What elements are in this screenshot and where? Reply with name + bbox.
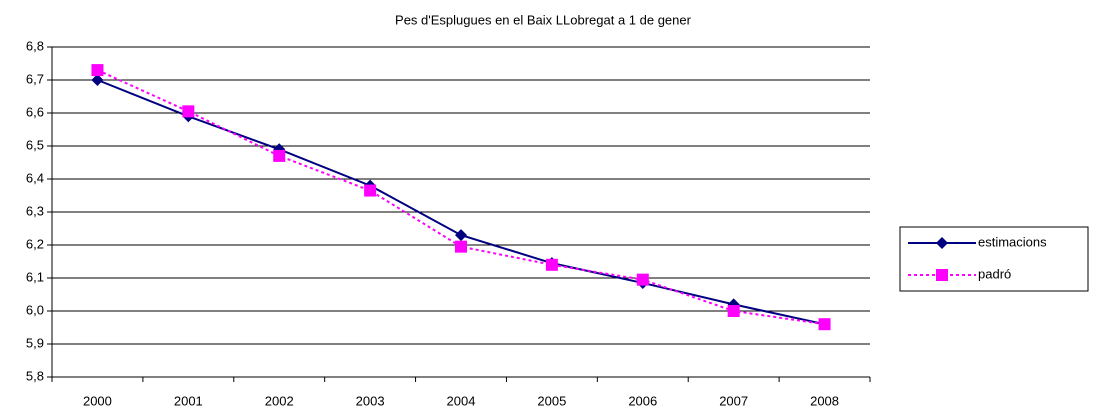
legend-label: padró bbox=[978, 266, 1011, 281]
marker bbox=[91, 74, 104, 86]
y-tick-label: 6,6 bbox=[26, 104, 44, 119]
y-tick-label: 5,9 bbox=[26, 335, 44, 350]
legend-marker bbox=[936, 237, 948, 249]
legend-marker bbox=[936, 269, 948, 281]
marker bbox=[455, 240, 467, 253]
x-tick-label: 2003 bbox=[356, 393, 385, 408]
marker bbox=[818, 318, 831, 331]
marker bbox=[455, 229, 467, 242]
x-tick-label: 2005 bbox=[537, 393, 566, 408]
y-tick-label: 6,1 bbox=[26, 269, 44, 284]
x-tick-label: 2006 bbox=[628, 393, 657, 408]
x-tick-label: 2002 bbox=[265, 393, 294, 408]
y-tick-label: 6,4 bbox=[26, 170, 44, 185]
marker bbox=[727, 305, 740, 317]
x-tick-label: 2000 bbox=[83, 393, 112, 408]
y-tick-label: 6,5 bbox=[26, 137, 44, 152]
x-tick-label: 2004 bbox=[447, 393, 476, 408]
marker bbox=[636, 273, 649, 286]
y-tick-label: 5,8 bbox=[26, 368, 44, 383]
chart-title: Pes d'Esplugues en el Baix LLobregat a 1… bbox=[395, 12, 692, 27]
marker bbox=[545, 258, 558, 271]
y-tick-label: 6,8 bbox=[26, 38, 44, 53]
legend-label: estimacions bbox=[978, 234, 1047, 249]
y-tick-label: 6,3 bbox=[26, 203, 44, 218]
marker bbox=[91, 64, 104, 77]
marker bbox=[273, 149, 286, 162]
y-tick-label: 6,0 bbox=[26, 302, 44, 317]
y-tick-label: 6,2 bbox=[26, 236, 44, 251]
marker bbox=[182, 105, 195, 118]
x-tick-label: 2008 bbox=[810, 393, 839, 408]
series-line bbox=[97, 79, 825, 326]
marker bbox=[364, 184, 377, 197]
series-line bbox=[97, 69, 825, 326]
legend-box bbox=[899, 226, 1089, 292]
y-tick-label: 6,7 bbox=[26, 71, 44, 86]
x-tick-label: 2001 bbox=[174, 393, 203, 408]
x-tick-label: 2007 bbox=[719, 393, 748, 408]
